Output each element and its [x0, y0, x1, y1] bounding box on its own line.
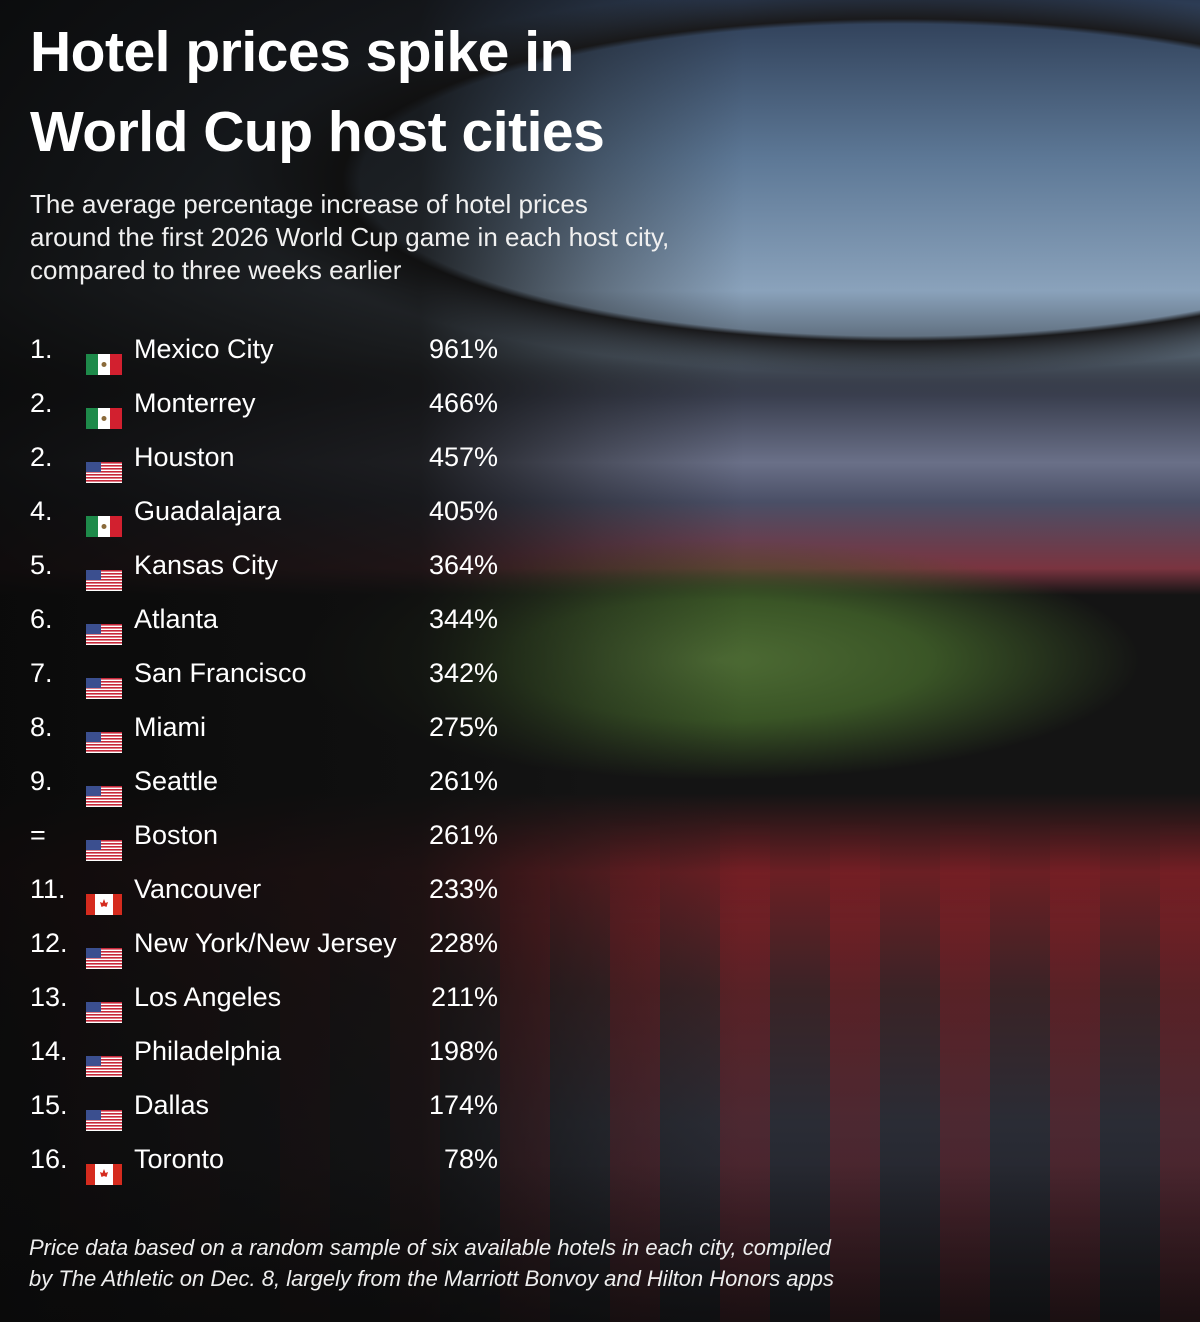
city-name: Philadelphia [134, 1036, 282, 1066]
canada-flag-icon [86, 879, 122, 915]
table-row: 9. Seattle 261% [0, 754, 520, 808]
table-row: 13. Los Angeles 211% [0, 970, 520, 1024]
rank-label: 5. [30, 550, 53, 580]
mexico-flag-icon [86, 393, 122, 429]
city-name: Monterrey [134, 388, 256, 418]
percent-increase: 405% [428, 496, 498, 526]
city-name: San Francisco [134, 658, 307, 688]
city-name: Atlanta [134, 604, 219, 634]
usa-flag-icon [86, 717, 122, 753]
rank-label: 9. [30, 766, 53, 796]
page-title: Hotel prices spike in World Cup host cit… [30, 20, 605, 164]
city-name: Miami [134, 712, 206, 742]
rank-label: 16. [30, 1144, 68, 1174]
usa-flag-icon [86, 771, 122, 807]
usa-flag-icon [86, 825, 122, 861]
percent-increase: 174% [428, 1090, 498, 1120]
table-row: 12. New York/New Jersey 228% [0, 916, 520, 970]
rank-label: 2. [30, 388, 53, 418]
city-name: Boston [134, 820, 219, 850]
rank-label: 2. [30, 442, 53, 472]
usa-flag-icon [86, 663, 122, 699]
percent-increase: 344% [428, 604, 498, 634]
table-row: 2. Houston 457% [0, 430, 520, 484]
percent-increase: 961% [428, 334, 498, 364]
table-row: 1. Mexico City 961% [0, 322, 520, 376]
usa-flag-icon [86, 447, 122, 483]
rank-label: 6. [30, 604, 53, 634]
usa-flag-icon [86, 1041, 122, 1077]
canada-flag-icon [86, 1149, 122, 1185]
mexico-flag-icon [86, 501, 122, 537]
rank-label: 13. [30, 982, 68, 1012]
subtitle: The average percentage increase of hotel… [30, 189, 670, 285]
rank-label: 15. [30, 1090, 68, 1120]
city-name: Mexico City [134, 334, 274, 364]
rank-label: 1. [30, 334, 53, 364]
city-name: Vancouver [134, 874, 262, 904]
table-row: 6. Atlanta 344% [0, 592, 520, 646]
percent-increase: 78% [443, 1144, 498, 1174]
city-name: Dallas [134, 1090, 210, 1120]
usa-flag-icon [86, 987, 122, 1023]
table-row: 2. Monterrey 466% [0, 376, 520, 430]
rank-label: 12. [30, 928, 68, 958]
city-name: Seattle [134, 766, 219, 796]
rank-label: 11. [30, 874, 66, 904]
table-row: 7. San Francisco 342% [0, 646, 520, 700]
rank-label: = [30, 820, 46, 850]
table-row: 14. Philadelphia 198% [0, 1024, 520, 1078]
usa-flag-icon [86, 933, 122, 969]
table-row: = Boston 261% [0, 808, 520, 862]
footnote: Price data based on a random sample of s… [29, 1235, 835, 1291]
percent-increase: 228% [428, 928, 498, 958]
percent-increase: 261% [428, 766, 498, 796]
rank-label: 8. [30, 712, 53, 742]
percent-increase: 233% [428, 874, 498, 904]
usa-flag-icon [86, 609, 122, 645]
percent-increase: 211% [430, 982, 498, 1012]
usa-flag-icon [86, 1095, 122, 1131]
city-name: Los Angeles [134, 982, 282, 1012]
percent-increase: 466% [428, 388, 498, 418]
city-name: Kansas City [134, 550, 279, 580]
percent-increase: 261% [428, 820, 498, 850]
table-row: 15. Dallas 174% [0, 1078, 520, 1132]
city-name: Guadalajara [134, 496, 282, 526]
rank-label: 7. [30, 658, 53, 688]
rank-label: 14. [30, 1036, 68, 1066]
table-row: 11. Vancouver 233% [0, 862, 520, 916]
percent-increase: 457% [428, 442, 498, 472]
table-row: 4. Guadalajara 405% [0, 484, 520, 538]
city-name: New York/New Jersey [134, 928, 397, 958]
city-name: Toronto [134, 1144, 225, 1174]
mexico-flag-icon [86, 339, 122, 375]
table-row: 5. Kansas City 364% [0, 538, 520, 592]
table-row: 16. Toronto 78% [0, 1132, 520, 1186]
percent-increase: 198% [428, 1036, 498, 1066]
city-name: Houston [134, 442, 235, 472]
percent-increase: 364% [428, 550, 498, 580]
percent-increase: 342% [428, 658, 498, 688]
usa-flag-icon [86, 555, 122, 591]
rank-label: 4. [30, 496, 53, 526]
table-row: 8. Miami 275% [0, 700, 520, 754]
percent-increase: 275% [428, 712, 498, 742]
